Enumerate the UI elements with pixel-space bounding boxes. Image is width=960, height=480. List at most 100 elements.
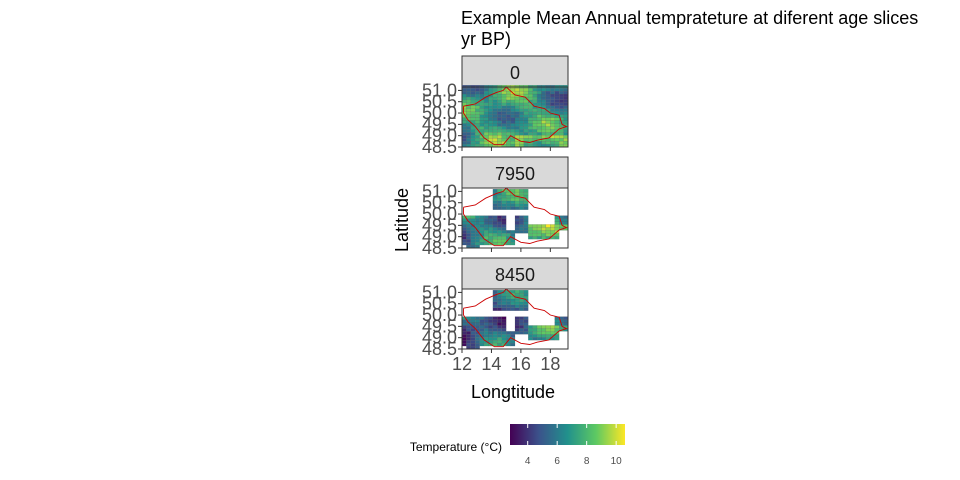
heatmap-cell bbox=[497, 93, 502, 98]
heatmap-cell bbox=[501, 301, 507, 305]
y-tick-label: 50.5 bbox=[422, 294, 457, 314]
heatmap-cell bbox=[532, 88, 538, 92]
heatmap-cell bbox=[550, 138, 555, 142]
heatmap-cell bbox=[514, 221, 520, 225]
heatmap-cell bbox=[559, 93, 564, 98]
heatmap-cell bbox=[510, 99, 516, 103]
heatmap-cell bbox=[501, 102, 507, 106]
heatmap-cell bbox=[492, 236, 498, 240]
heatmap-cell bbox=[470, 340, 476, 344]
heatmap-cell bbox=[492, 342, 498, 347]
heatmap-cell bbox=[492, 93, 498, 98]
y-tick-label: 49.5 bbox=[422, 316, 457, 336]
heatmap-cell bbox=[532, 227, 538, 231]
heatmap-cell bbox=[510, 132, 516, 136]
heatmap-cell bbox=[461, 328, 467, 332]
heatmap-cell bbox=[545, 224, 551, 228]
heatmap-cell bbox=[519, 117, 524, 121]
heatmap-cell bbox=[545, 129, 551, 133]
heatmap-cell bbox=[519, 105, 524, 109]
heatmap-cell bbox=[461, 224, 467, 228]
heatmap-cell bbox=[550, 331, 555, 335]
heatmap-cell bbox=[532, 132, 538, 136]
heatmap-cell bbox=[483, 102, 489, 106]
heatmap-cell bbox=[488, 215, 494, 219]
heatmap-cell bbox=[475, 108, 480, 112]
heatmap-cell bbox=[563, 129, 569, 133]
heatmap-cell bbox=[554, 123, 560, 127]
heatmap-cell bbox=[461, 117, 467, 121]
heatmap-cell bbox=[510, 298, 516, 303]
heatmap-cell bbox=[510, 230, 516, 234]
heatmap-cell bbox=[501, 197, 507, 202]
heatmap-cell bbox=[466, 93, 471, 98]
heatmap-cell bbox=[510, 117, 516, 121]
heatmap-cell bbox=[536, 117, 542, 121]
heatmap-cell bbox=[519, 325, 524, 329]
heatmap-cell bbox=[475, 218, 480, 222]
heatmap-cell bbox=[501, 111, 507, 115]
heatmap-cell bbox=[488, 230, 494, 234]
heatmap-cell bbox=[492, 241, 498, 246]
heatmap-cell bbox=[466, 132, 471, 136]
heatmap-cell bbox=[492, 129, 498, 133]
heatmap-cell bbox=[483, 111, 489, 115]
heatmap-cell bbox=[461, 334, 467, 338]
heatmap-cell bbox=[536, 132, 542, 136]
heatmap-cell bbox=[479, 224, 485, 228]
heatmap-cell bbox=[545, 120, 551, 124]
heatmap-cell bbox=[510, 233, 516, 237]
heatmap-cell bbox=[501, 215, 507, 219]
heatmap-cell bbox=[523, 105, 529, 109]
heatmap-cell bbox=[532, 224, 538, 228]
heatmap-cell bbox=[470, 96, 476, 101]
heatmap-cell bbox=[497, 233, 502, 237]
heatmap-cell bbox=[506, 126, 511, 130]
heatmap-cell bbox=[510, 111, 516, 115]
y-tick-label: 50.0 bbox=[422, 305, 457, 325]
heatmap-cell bbox=[466, 108, 471, 112]
heatmap-cell bbox=[550, 88, 555, 92]
heatmap-cell bbox=[550, 108, 555, 112]
heatmap-cell bbox=[510, 138, 516, 142]
heatmap-cell bbox=[563, 99, 569, 103]
heatmap-cell bbox=[497, 337, 502, 341]
legend-tick-label: 4 bbox=[525, 456, 531, 467]
heatmap-cell bbox=[545, 88, 551, 92]
heatmap-cell bbox=[528, 233, 533, 237]
heatmap-cell bbox=[497, 99, 502, 103]
heatmap-cell bbox=[470, 108, 476, 112]
heatmap-cells bbox=[461, 290, 569, 350]
heatmap-cell bbox=[554, 325, 560, 329]
facet-panels: 048.549.049.550.050.551.0795048.549.049.… bbox=[422, 55, 569, 374]
heatmap-cell bbox=[497, 126, 502, 130]
heatmap-cell bbox=[483, 135, 489, 139]
heatmap-cell bbox=[550, 227, 555, 231]
heatmap-cell bbox=[550, 105, 555, 109]
legend-tick-label: 8 bbox=[584, 456, 590, 467]
heatmap-cell bbox=[545, 123, 551, 127]
heatmap-cell bbox=[563, 132, 569, 136]
heatmap-cell bbox=[497, 108, 502, 112]
heatmap-cell bbox=[523, 224, 529, 228]
heatmap-cell bbox=[501, 200, 507, 204]
heatmap-cell bbox=[497, 221, 502, 225]
heatmap-cell bbox=[497, 298, 502, 303]
heatmap-cell bbox=[536, 328, 542, 332]
heatmap-cell bbox=[532, 96, 538, 101]
heatmap-cell bbox=[523, 99, 529, 103]
heatmap-cell bbox=[501, 337, 507, 341]
heatmap-cell bbox=[488, 316, 494, 320]
heatmap-cell bbox=[550, 93, 555, 98]
heatmap-cell bbox=[479, 105, 485, 109]
heatmap-cell bbox=[519, 111, 524, 115]
heatmap-cell bbox=[545, 105, 551, 109]
heatmap-cell bbox=[523, 126, 529, 130]
heatmap-cell bbox=[523, 132, 529, 136]
heatmap-cell bbox=[470, 93, 476, 98]
heatmap-cell bbox=[492, 340, 498, 344]
heatmap-cell bbox=[506, 117, 511, 121]
y-tick-label: 51.0 bbox=[422, 80, 457, 100]
heatmap-cell bbox=[541, 129, 547, 133]
heatmap-cell bbox=[466, 227, 471, 231]
